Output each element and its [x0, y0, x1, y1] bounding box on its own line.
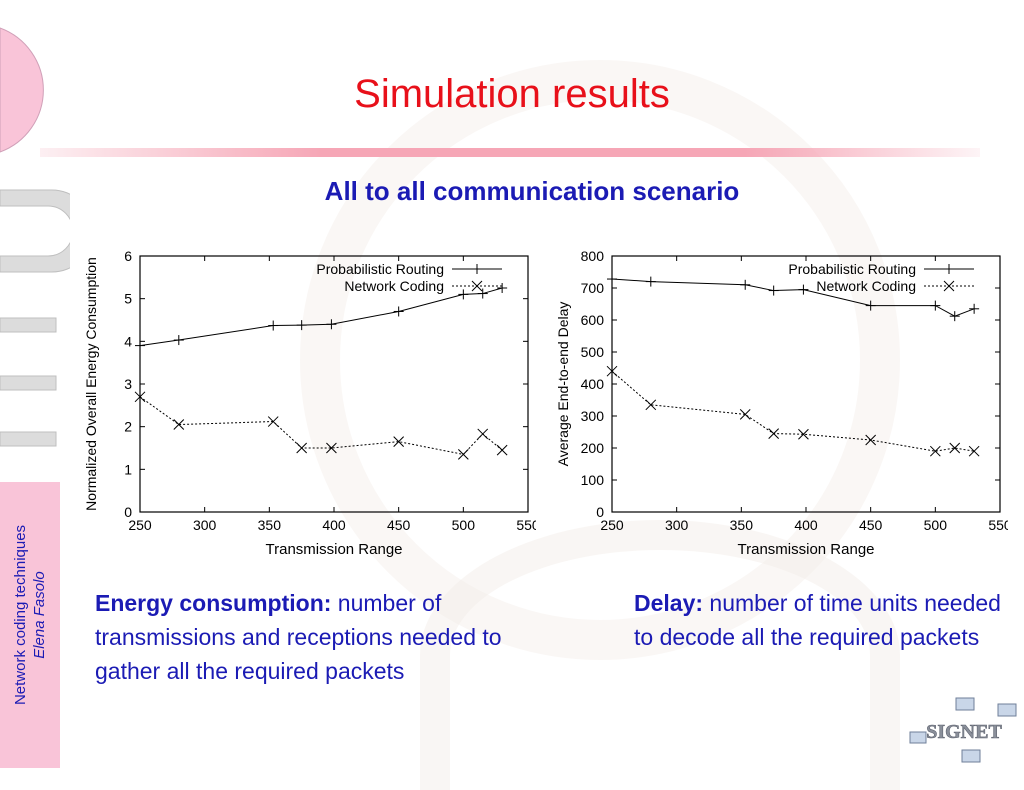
y-tick-label: 2	[124, 419, 132, 435]
energy-caption: Energy consumption: number of transmissi…	[95, 586, 540, 688]
data-point-series-1-b	[296, 442, 308, 454]
footer-side-strip	[0, 482, 60, 768]
delay-caption-title: Delay:	[634, 590, 704, 616]
data-point-series-1-b	[173, 419, 185, 430]
x-axis-label: Transmission Range	[266, 541, 403, 558]
y-tick-label: 800	[581, 248, 605, 264]
series-line-1	[611, 370, 975, 452]
data-point-series-1-b	[739, 409, 751, 420]
x-tick-label: 250	[128, 517, 152, 533]
y-tick-label: 4	[124, 333, 132, 349]
y-tick-label: 400	[581, 376, 605, 392]
university-logo	[0, 27, 70, 447]
y-axis-label: Average End-to-end Delay	[555, 302, 571, 467]
data-point-series-1-b	[645, 399, 657, 411]
y-tick-label: 1	[124, 461, 132, 477]
y-tick-label: 200	[581, 440, 605, 456]
legend-label-0: Probabilistic Routing	[316, 261, 444, 277]
signet-logo-text: SIGNET	[926, 721, 1002, 743]
energy-caption-title: Energy consumption:	[95, 590, 332, 616]
slide-title: Simulation results	[354, 72, 670, 116]
data-point-series-1-b	[865, 434, 877, 446]
x-tick-label: 300	[193, 517, 217, 533]
y-tick-label: 0	[596, 504, 604, 520]
x-tick-label: 400	[322, 517, 346, 533]
title-divider	[40, 148, 980, 157]
data-point-series-1-b	[457, 449, 469, 460]
x-tick-label: 450	[387, 517, 411, 533]
x-tick-label: 500	[924, 517, 948, 533]
x-tick-label: 550	[988, 517, 1008, 533]
legend-label-1: Network Coding	[344, 278, 444, 294]
x-tick-label: 550	[516, 517, 536, 533]
x-tick-label: 350	[258, 517, 282, 533]
y-tick-label: 6	[124, 248, 132, 264]
y-tick-label: 300	[581, 408, 605, 424]
series-line-1	[139, 396, 503, 455]
y-tick-label: 500	[581, 344, 605, 360]
signet-logo: SIGNET	[909, 697, 1017, 763]
plot-frame	[611, 255, 1001, 513]
x-axis-label: Transmission Range	[738, 541, 875, 558]
y-tick-label: 3	[124, 376, 132, 392]
y-tick-label: 100	[581, 472, 605, 488]
x-tick-label: 250	[600, 517, 624, 533]
data-point-series-1-b	[949, 442, 961, 454]
data-point-series-1-b	[968, 445, 980, 457]
y-axis-label: Normalized Overall Energy Consumption	[83, 257, 99, 511]
energy-caption-text: number of transmissions and receptions n…	[95, 590, 502, 684]
delay-caption-text: number of time units needed to decode al…	[634, 590, 1001, 650]
series-line-0	[139, 287, 503, 347]
legend-label-0: Probabilistic Routing	[788, 261, 916, 277]
legend-marker-1-b	[943, 280, 955, 292]
x-tick-label: 400	[794, 517, 818, 533]
data-point-series-1-b	[768, 428, 780, 439]
x-tick-label: 300	[665, 517, 689, 533]
y-tick-label: 600	[581, 312, 605, 328]
legend-marker-1-b	[471, 280, 483, 292]
data-point-series-1-b	[267, 416, 279, 427]
y-tick-label: 0	[124, 504, 132, 520]
end-to-end-delay-chart: 250 300 350 400 450 500 550 0 100 200 300 400 500 600…	[548, 236, 1012, 566]
slide-subtitle: All to all communication scenario	[324, 176, 740, 206]
x-tick-label: 450	[859, 517, 883, 533]
data-point-series-1-b	[326, 442, 337, 454]
footer-side-text: Network coding techniques Elena Fasolo	[0, 480, 66, 750]
x-tick-label: 500	[452, 517, 476, 533]
y-tick-label: 5	[124, 291, 132, 307]
data-point-series-1-b	[606, 365, 618, 377]
data-point-series-1-b	[134, 391, 146, 403]
energy-consumption-chart: 250 300 350 400 450 500 550 0 1 2 3 4 5 6 Transmission…	[76, 236, 540, 566]
legend-label-1: Network Coding	[816, 278, 916, 294]
footer-author: Elena Fasolo	[31, 571, 49, 659]
data-point-series-1-b	[798, 428, 809, 440]
data-point-series-1-b	[929, 445, 941, 457]
data-point-series-1-b	[477, 428, 489, 440]
y-tick-label: 700	[581, 280, 605, 296]
data-point-series-1-b	[496, 444, 508, 456]
delay-caption: Delay: number of time units needed to de…	[634, 586, 1004, 654]
x-tick-label: 350	[730, 517, 754, 533]
footer-topic: Network coding techniques	[12, 524, 30, 706]
series-line-0	[611, 278, 975, 317]
data-point-series-1-b	[393, 436, 405, 447]
